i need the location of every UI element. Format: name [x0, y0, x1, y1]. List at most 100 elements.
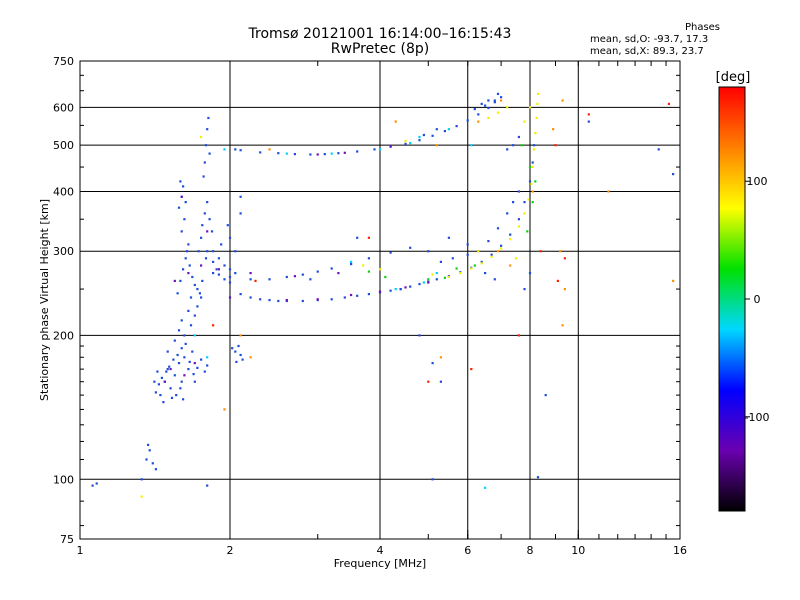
- data-point: [285, 152, 288, 155]
- data-point: [183, 334, 186, 337]
- data-point: [493, 101, 496, 104]
- data-point: [418, 334, 421, 337]
- data-point: [350, 293, 353, 297]
- data-point: [212, 272, 215, 275]
- data-point: [234, 148, 237, 151]
- data-point: [206, 364, 209, 367]
- data-point: [268, 148, 271, 151]
- data-point: [536, 476, 540, 479]
- data-point: [187, 368, 190, 371]
- data-point: [180, 195, 183, 198]
- data-point: [277, 299, 280, 303]
- data-point: [193, 283, 196, 287]
- data-point: [217, 273, 220, 276]
- data-point: [201, 279, 204, 282]
- data-point: [563, 257, 566, 260]
- data-point: [228, 281, 232, 284]
- data-point: [202, 175, 205, 178]
- data-point: [523, 288, 526, 291]
- colorbar: [deg] 100 0 -100: [716, 70, 769, 512]
- data-point: [177, 329, 181, 332]
- data-point: [487, 99, 490, 102]
- data-point: [455, 125, 458, 128]
- data-point: [378, 290, 382, 293]
- y-tick-label: 600: [53, 101, 74, 114]
- data-point: [156, 370, 159, 373]
- y-tick-label: 100: [53, 473, 74, 486]
- data-point: [165, 370, 168, 373]
- data-point: [235, 360, 238, 363]
- data-point: [309, 278, 312, 281]
- data-point: [418, 135, 421, 139]
- data-point: [536, 92, 540, 95]
- data-point: [477, 250, 480, 253]
- data-point: [362, 264, 365, 267]
- data-point: [293, 153, 296, 156]
- data-point: [526, 230, 529, 233]
- data-point: [203, 212, 206, 215]
- data-point: [259, 151, 262, 154]
- data-point: [154, 468, 157, 471]
- data-point: [367, 236, 370, 239]
- data-point: [509, 238, 512, 241]
- y-tick-label: 300: [53, 245, 74, 258]
- data-point: [356, 294, 359, 297]
- colorbar-tick-label: 0: [754, 293, 761, 306]
- data-point: [176, 353, 179, 357]
- data-point: [539, 250, 542, 253]
- data-point: [301, 299, 304, 303]
- colorbar-label: [deg]: [716, 70, 751, 85]
- data-point: [189, 324, 193, 327]
- colorbar-gradient: [718, 86, 746, 512]
- data-point: [316, 153, 319, 156]
- data-point: [196, 288, 199, 291]
- y-tick-label: 750: [53, 55, 74, 68]
- data-point: [186, 250, 189, 253]
- data-point: [330, 298, 333, 301]
- data-point: [184, 201, 187, 204]
- data-point: [223, 278, 226, 281]
- data-point: [231, 347, 234, 350]
- data-point: [223, 408, 226, 411]
- data-point: [175, 394, 178, 397]
- data-point: [466, 253, 469, 256]
- data-point: [196, 305, 199, 308]
- data-point: [206, 230, 209, 233]
- data-point: [212, 324, 215, 327]
- data-point: [187, 272, 190, 275]
- data-point: [223, 148, 226, 151]
- data-point: [378, 268, 382, 271]
- data-point: [207, 116, 210, 120]
- data-point: [228, 268, 232, 271]
- data-point: [189, 296, 193, 299]
- data-point: [528, 106, 532, 109]
- y-axis: 75 100 200 300 400 500 600 750: [53, 55, 680, 546]
- data-point: [409, 142, 412, 145]
- data-point: [455, 267, 458, 270]
- data-point: [373, 148, 376, 151]
- data-point: [528, 180, 532, 183]
- data-point: [466, 243, 469, 246]
- data-point: [160, 376, 163, 379]
- data-point: [239, 334, 242, 337]
- colorbar-tick-label: 100: [747, 175, 768, 188]
- data-point: [166, 368, 169, 371]
- data-point: [493, 278, 496, 281]
- data-point: [200, 358, 203, 361]
- data-point: [191, 350, 194, 353]
- data-point: [183, 218, 186, 221]
- data-point: [470, 144, 473, 147]
- phase-heading: Phases: [684, 22, 721, 33]
- data-point: [409, 246, 412, 249]
- data-point: [188, 360, 191, 363]
- data-point: [277, 152, 280, 155]
- data-point: [427, 250, 430, 253]
- x-tick-label: 16: [673, 544, 687, 557]
- data-point: [422, 133, 425, 137]
- data-point: [239, 212, 242, 215]
- data-point: [512, 144, 515, 147]
- data-point: [215, 268, 218, 271]
- data-point: [431, 273, 434, 276]
- data-point: [517, 225, 520, 228]
- grid-lines: [80, 61, 680, 539]
